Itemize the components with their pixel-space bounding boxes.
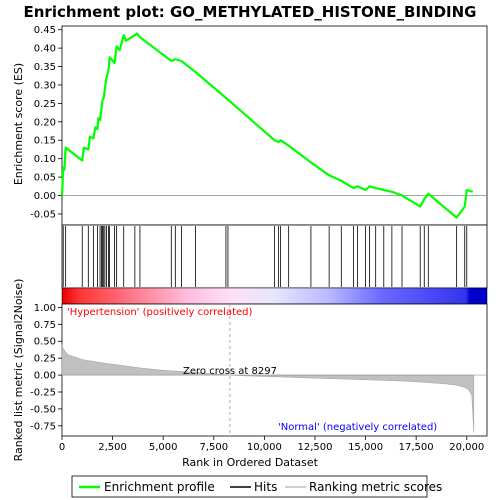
es-y-tick-label: 0.05	[34, 173, 56, 184]
es-y-tick-label: 0.35	[34, 62, 56, 73]
es-y-tick-label: 0.00	[34, 191, 56, 202]
es-y-axis-label: Enrichment score (ES)	[12, 63, 25, 185]
enrichment-profile-layer	[60, 32, 474, 219]
rank-panel-ticks: -0.75 -0.50 -0.25 0.00 0.25 0.50 0.75 1.00 0 2,50…	[30, 303, 484, 453]
es-y-tick-label: 0.20	[34, 117, 56, 128]
rank-y-tick-label: 1.00	[34, 303, 56, 314]
x-tick-label: 15,000	[348, 442, 383, 453]
rank-y-tick-label: -0.50	[30, 404, 56, 415]
positive-correlation-label: 'Hypertension' (positively correlated)	[67, 307, 253, 318]
rank-y-tick-label: 0.25	[34, 354, 56, 365]
es-y-tick-label: -0.05	[30, 209, 56, 220]
negative-correlation-label: 'Normal' (negatively correlated)	[278, 422, 437, 433]
es-y-tick-label: 0.15	[34, 136, 56, 147]
x-tick-label: 20,000	[449, 442, 484, 453]
legend: Enrichment profile Hits Ranking metric s…	[71, 475, 442, 498]
ranked-list-color-bar	[61, 287, 488, 305]
es-y-tick-label: 0.10	[34, 154, 56, 165]
x-tick-label: 17,500	[399, 442, 434, 453]
rank-y-tick-label: 0.50	[34, 337, 56, 348]
rank-y-tick-label: 0.00	[34, 371, 56, 382]
es-y-tick-label: 0.30	[34, 80, 56, 91]
x-axis-label: Rank in Ordered Dataset	[182, 456, 319, 469]
chart-title: Enrichment plot: GO_METHYLATED_HISTONE_B…	[24, 3, 477, 21]
ranking-metric-area	[61, 344, 475, 433]
rank-y-tick-label: -0.75	[30, 421, 56, 432]
enrichment-profile-line	[60, 32, 474, 219]
x-tick-label: 2,500	[98, 442, 127, 453]
x-tick-label: 5,000	[149, 442, 178, 453]
es-panel-frame	[61, 25, 488, 226]
x-tick-label: 10,000	[247, 442, 282, 453]
rank-y-tick-label: 0.75	[34, 320, 56, 331]
es-y-tick-label: 0.40	[34, 44, 56, 55]
es-panel-ticks: -0.05 0.00 0.05 0.10 0.15 0.20 0.25 0.30 0.35 0.4…	[30, 25, 487, 220]
x-tick-label: 0	[59, 442, 65, 453]
es-y-tick-label: 0.45	[34, 25, 56, 36]
legend-label-hits: Hits	[254, 480, 277, 494]
x-tick-label: 7,500	[199, 442, 228, 453]
es-y-tick-label: 0.25	[34, 99, 56, 110]
x-tick-label: 12,500	[297, 442, 332, 453]
legend-label-ranking: Ranking metric scores	[309, 480, 442, 494]
rank-y-tick-label: -0.25	[30, 388, 56, 399]
zero-cross-label: Zero cross at 8297	[183, 366, 277, 377]
legend-label-enrichment: Enrichment profile	[104, 480, 215, 494]
hits-layer	[62, 226, 468, 287]
rank-y-axis-label: Ranked list metric (Signal2Noise)	[12, 279, 25, 462]
ranking-metric-layer	[61, 304, 487, 436]
